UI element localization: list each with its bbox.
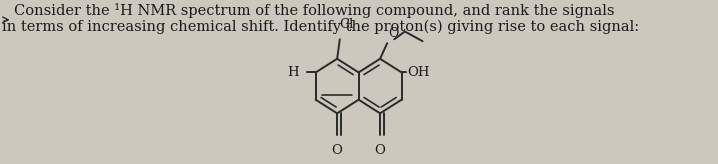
Text: Consider the ¹H NMR spectrum of the following compound, and rank the signals: Consider the ¹H NMR spectrum of the foll… bbox=[14, 3, 615, 18]
Text: H: H bbox=[287, 66, 299, 79]
Text: O: O bbox=[375, 144, 386, 157]
Text: O: O bbox=[388, 27, 398, 40]
Text: OH: OH bbox=[407, 66, 429, 79]
Text: O: O bbox=[332, 144, 342, 157]
Text: in terms of increasing chemical shift. Identify the proton(s) giving rise to eac: in terms of increasing chemical shift. I… bbox=[1, 20, 639, 34]
Text: Cl: Cl bbox=[339, 18, 353, 31]
